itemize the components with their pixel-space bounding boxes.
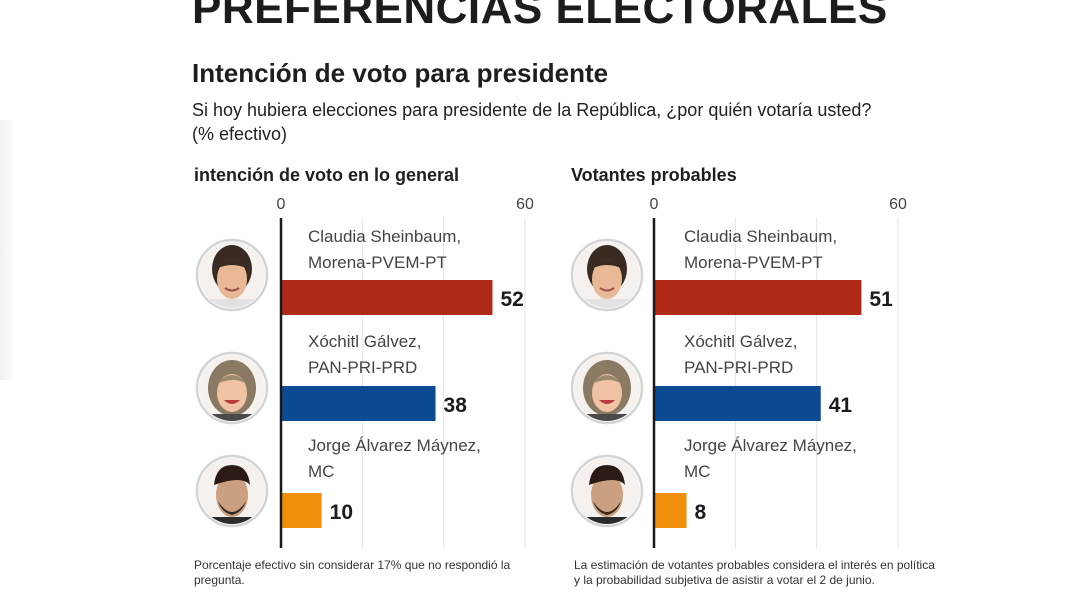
bangs [217,375,247,384]
clothing [208,517,256,524]
candidate-name: Jorge Álvarez Máynez, [684,436,857,455]
hair-top [216,259,248,269]
avatar-image [574,242,640,308]
footnote-general: Porcentaje efectivo sin considerar 17% q… [194,558,511,587]
infographic-title: PREFERENCIAS ELECTORALES [192,0,888,33]
candidate-name: Claudia Sheinbaum, [684,227,837,246]
collar [210,299,254,308]
galvez-photo [195,351,269,425]
data-label: 41 [829,394,853,417]
clothing [583,414,631,421]
candidate-name: Claudia Sheinbaum, [308,227,461,246]
tick-label: 0 [650,196,659,213]
candidate-party: MC [684,462,710,481]
face [592,259,622,299]
data-label: 8 [695,501,707,524]
avatar-image [199,242,265,308]
smile [224,287,240,292]
footnote-probables: La estimación de votantes probables cons… [574,558,935,587]
hair-top [591,259,623,269]
alvarez-maynez-photo [570,454,644,528]
smile [599,287,615,292]
panel-title-general: intención de voto en lo general [194,165,460,185]
avatar-image [574,355,640,421]
bar [281,280,493,315]
clothing [583,517,631,524]
candidate-name: Xóchitl Gálvez, [684,332,797,351]
tick-label: 60 [516,196,534,213]
candidate-party: Morena-PVEM-PT [308,253,447,272]
data-label: 52 [500,288,523,311]
smile [224,400,240,404]
smile [599,400,615,404]
bar [654,386,821,421]
avatar-image [199,355,265,421]
face [592,374,622,412]
data-label: 38 [444,394,468,417]
tick-label: 60 [889,196,907,213]
edge-shadow [0,120,14,380]
bangs [592,375,622,384]
chart-votantes-probables: 0 60 Claudia Sheinbaum, Morena-PVEM-PT 51 Xóc… [570,196,907,548]
face [216,473,248,517]
bar [654,493,687,528]
hair [589,465,625,485]
candidate-name: Jorge Álvarez Máynez, [308,436,481,455]
bar [281,493,322,528]
beard [218,501,246,515]
alvarez-maynez-photo [195,454,269,528]
candidate-party: PAN-PRI-PRD [308,358,417,377]
face [217,259,247,299]
bar [281,386,436,421]
chart-general: 0 60 Claudia Sheinbaum, Morena-PVEM-PT 52 Xóc… [195,196,534,548]
panel-title-probables: Votantes probables [571,165,737,185]
face [591,473,623,517]
clothing [208,414,256,421]
beard [593,501,621,515]
hair [214,465,250,485]
bar [654,280,862,315]
infographic-subtitle: Intención de voto para presidente [192,58,609,88]
candidate-name: Xóchitl Gálvez, [308,332,421,351]
sheinbaum-photo [570,238,644,312]
data-label: 51 [869,288,893,311]
collar [585,299,629,308]
data-label: 10 [330,501,353,524]
avatar-image [574,458,640,524]
face [217,374,247,412]
galvez-photo [570,351,644,425]
sheinbaum-photo [195,238,269,312]
survey-question: Si hoy hubiera elecciones para president… [192,100,872,144]
tick-label: 0 [277,196,286,213]
candidate-party: MC [308,462,334,481]
avatar-image [199,458,265,524]
candidate-party: Morena-PVEM-PT [684,253,823,272]
candidate-party: PAN-PRI-PRD [684,358,793,377]
